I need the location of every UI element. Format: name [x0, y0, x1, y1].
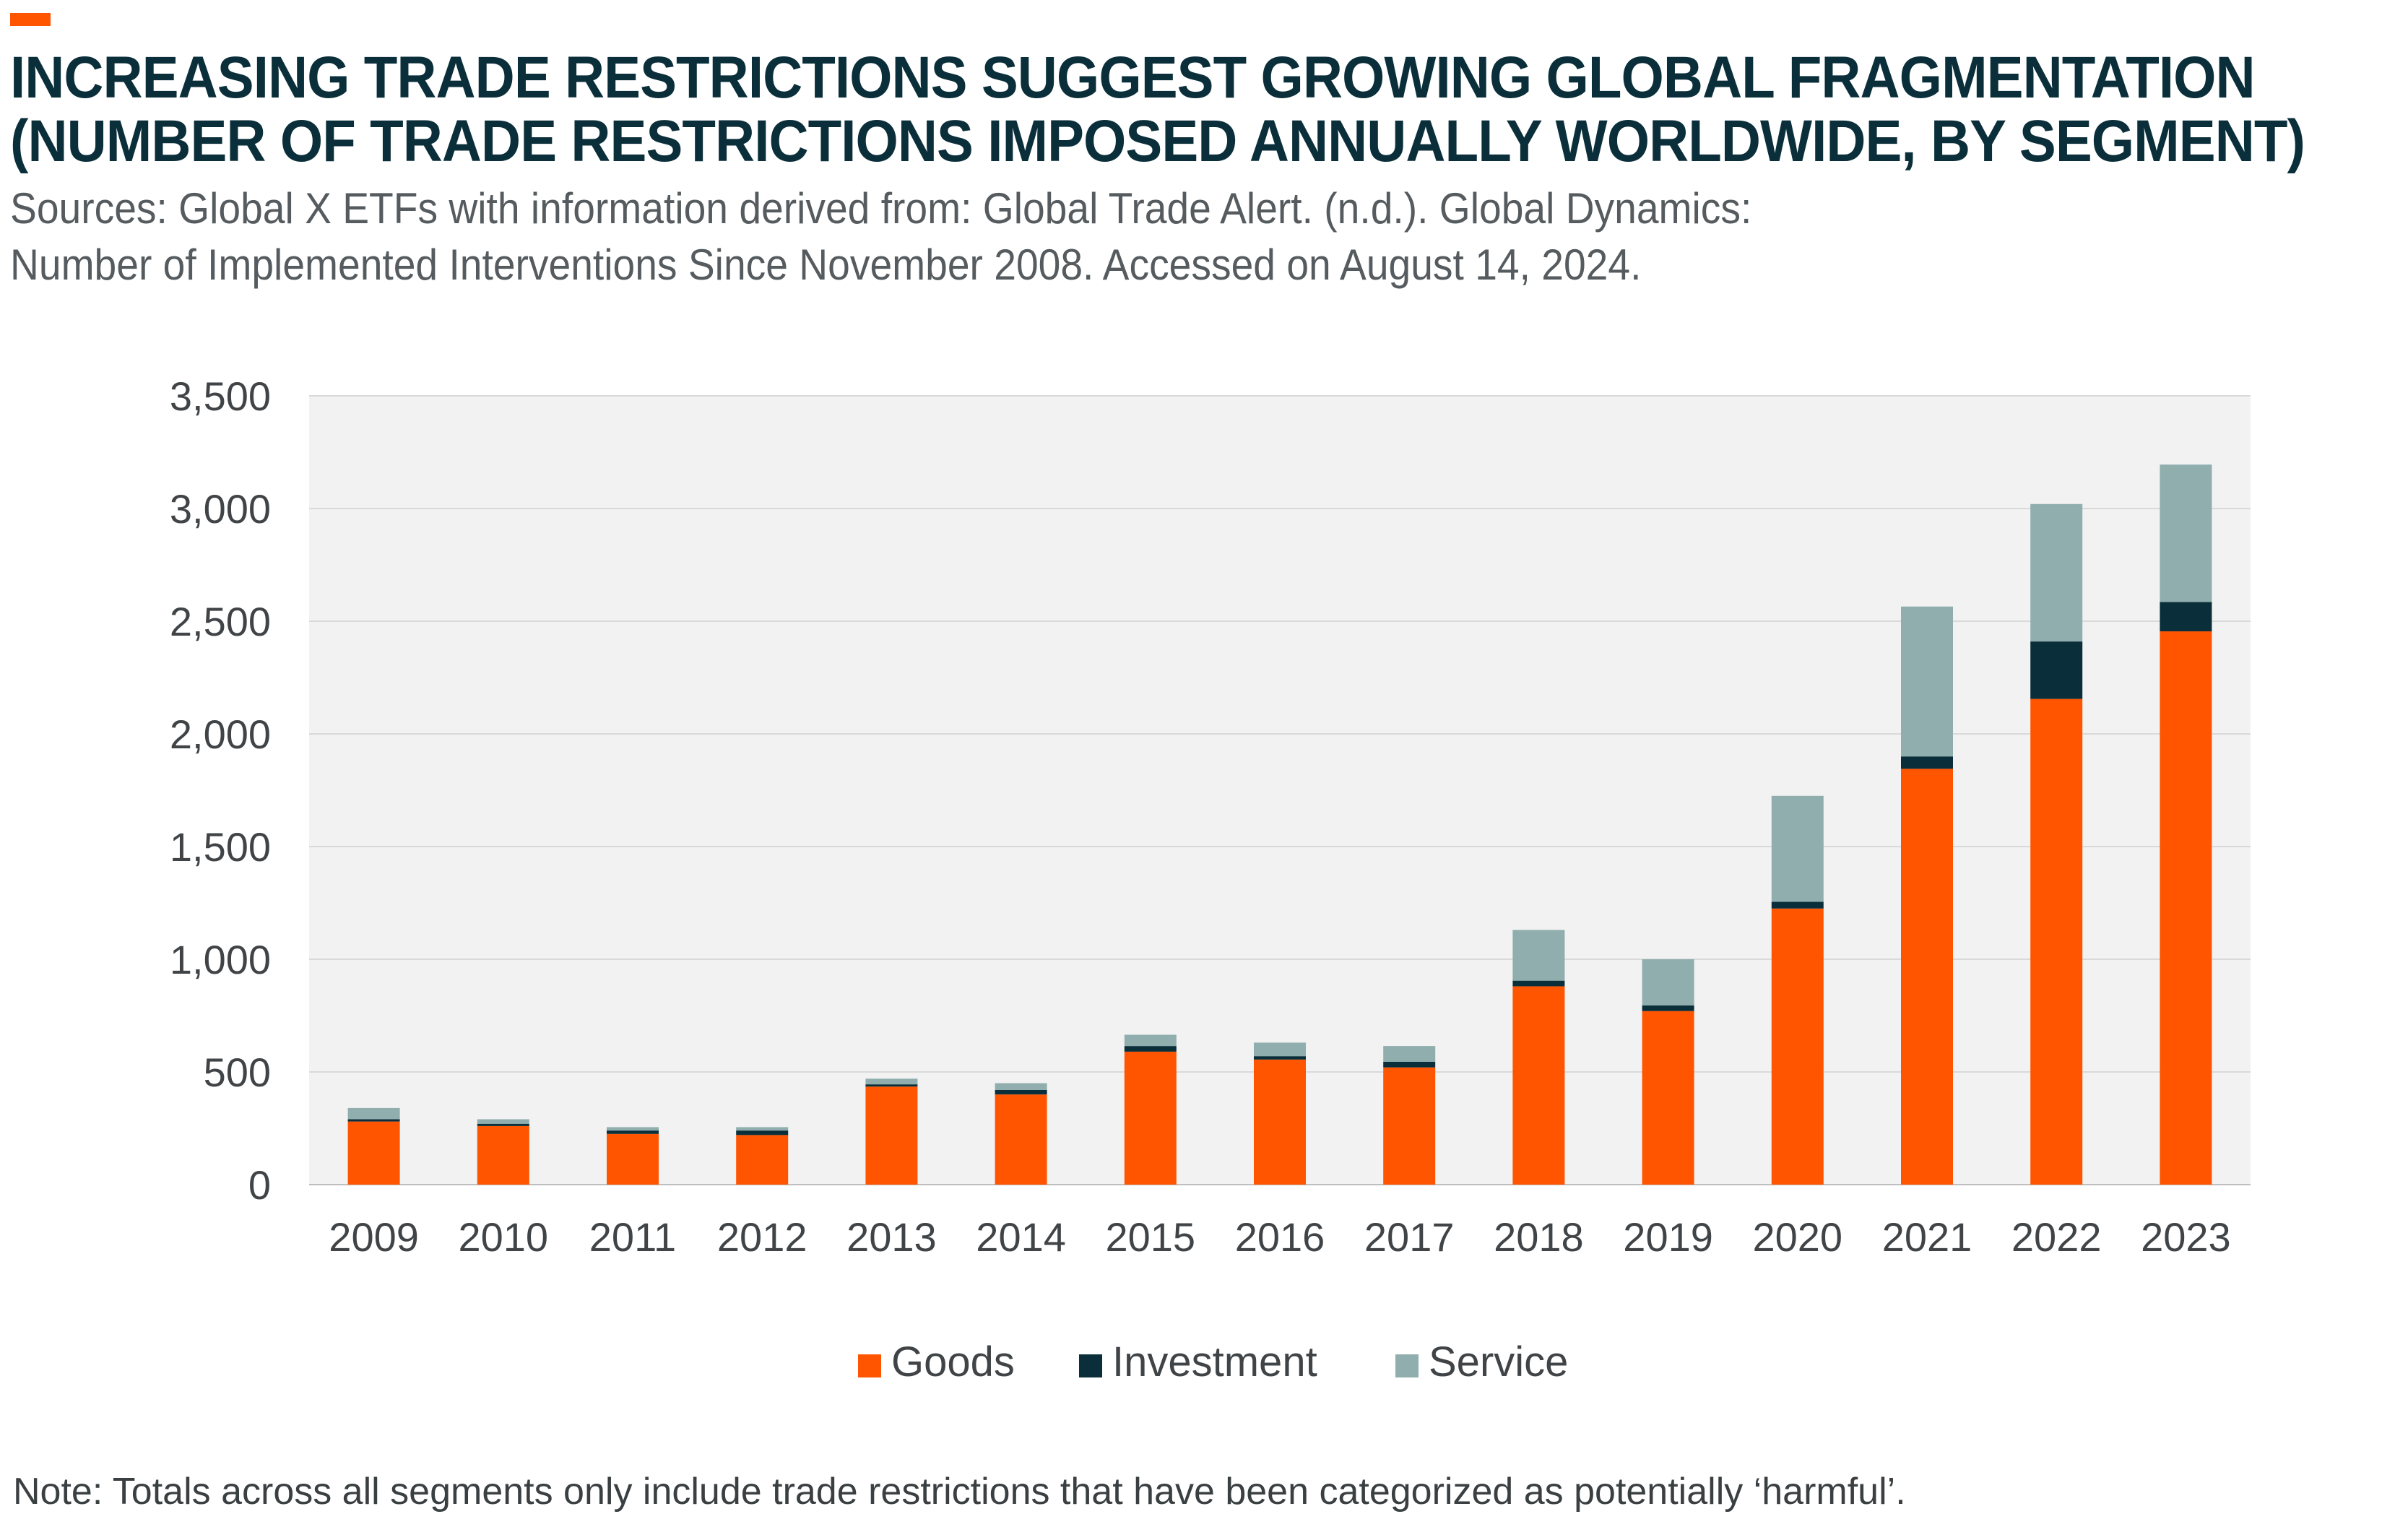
- bar-service-2013: [865, 1078, 918, 1085]
- bar-service-2014: [995, 1083, 1047, 1090]
- bar-service-2009: [347, 1107, 400, 1120]
- x-tick-label: 2017: [1364, 1214, 1455, 1260]
- x-tick-label: 2019: [1623, 1214, 1713, 1260]
- bar-investment-2014: [995, 1089, 1047, 1095]
- bar-investment-2019: [1642, 1005, 1694, 1011]
- x-tick-label: 2014: [976, 1214, 1066, 1260]
- chart-title: INCREASING TRADE RESTRICTIONS SUGGEST GR…: [10, 45, 2305, 174]
- bar-service-2020: [1771, 795, 1824, 902]
- y-tick-label: 3,500: [170, 373, 271, 419]
- chart-title-line-1: INCREASING TRADE RESTRICTIONS SUGGEST GR…: [10, 45, 2256, 111]
- x-tick-label: 2023: [2141, 1214, 2231, 1260]
- bar-investment-2015: [1124, 1046, 1177, 1052]
- bar-goods-2012: [736, 1135, 789, 1185]
- y-tick-label: 0: [248, 1162, 271, 1208]
- bar-service-2012: [736, 1127, 789, 1131]
- chart-title-line-2: (NUMBER OF TRADE RESTRICTIONS IMPOSED AN…: [10, 108, 2305, 174]
- bar-goods-2017: [1383, 1067, 1436, 1185]
- x-tick-label: 2010: [459, 1214, 549, 1260]
- legend-label-investment: Investment: [1112, 1338, 1317, 1385]
- bar-service-2015: [1124, 1034, 1177, 1047]
- sources-line-1: Sources: Global X ETFs with information …: [10, 184, 1752, 233]
- bar-goods-2010: [477, 1125, 529, 1185]
- bar-investment-2023: [2160, 602, 2212, 632]
- y-tick-label: 2,000: [170, 711, 271, 757]
- x-tick-label: 2016: [1235, 1214, 1325, 1260]
- x-tick-label: 2013: [846, 1214, 937, 1260]
- y-tick-label: 1,000: [170, 937, 271, 982]
- legend-label-service: Service: [1429, 1338, 1568, 1385]
- bar-service-2017: [1383, 1046, 1436, 1062]
- bar-goods-2020: [1771, 908, 1824, 1185]
- bar-service-2011: [607, 1127, 659, 1131]
- sources-line-2: Number of Implemented Interventions Sinc…: [10, 241, 1642, 289]
- bar-investment-2010: [477, 1123, 529, 1126]
- bar-goods-2011: [607, 1133, 659, 1185]
- bar-investment-2016: [1254, 1056, 1306, 1060]
- bar-goods-2022: [2030, 698, 2083, 1185]
- x-tick-label: 2021: [1882, 1214, 1972, 1260]
- x-tick-label: 2018: [1494, 1214, 1584, 1260]
- bar-goods-2018: [1512, 986, 1565, 1185]
- x-tick-label: 2020: [1753, 1214, 1843, 1260]
- bar-service-2010: [477, 1119, 529, 1124]
- bar-goods-2013: [865, 1086, 918, 1185]
- bar-service-2023: [2160, 464, 2212, 602]
- bar-goods-2023: [2160, 631, 2212, 1185]
- bar-investment-2013: [865, 1084, 918, 1087]
- bar-investment-2018: [1512, 980, 1565, 987]
- x-tick-label: 2022: [2011, 1214, 2102, 1260]
- bar-investment-2012: [736, 1130, 789, 1135]
- bar-investment-2009: [347, 1119, 400, 1122]
- footnote: Note: Totals across all segments only in…: [13, 1471, 1906, 1513]
- bar-goods-2014: [995, 1094, 1047, 1185]
- bar-service-2022: [2030, 503, 2083, 642]
- bar-goods-2016: [1254, 1059, 1306, 1185]
- bar-service-2019: [1642, 959, 1694, 1005]
- legend-swatch-investment: [1079, 1354, 1102, 1377]
- x-tick-label: 2011: [589, 1214, 676, 1260]
- bar-investment-2022: [2030, 641, 2083, 699]
- legend-swatch-service: [1395, 1354, 1419, 1377]
- y-tick-label: 500: [204, 1050, 271, 1095]
- bar-investment-2021: [1901, 756, 1953, 769]
- y-tick-label: 2,500: [170, 599, 271, 644]
- legend-swatch-goods: [858, 1354, 881, 1377]
- y-tick-label: 1,500: [170, 824, 271, 870]
- bar-service-2021: [1901, 606, 1953, 757]
- bar-investment-2020: [1771, 901, 1824, 909]
- chart-sources: Sources: Global X ETFs with information …: [10, 181, 2203, 293]
- legend-label-goods: Goods: [891, 1338, 1015, 1385]
- bar-goods-2019: [1642, 1011, 1694, 1185]
- x-tick-label: 2015: [1106, 1214, 1196, 1260]
- accent-bar: [10, 13, 51, 26]
- x-tick-label: 2009: [329, 1214, 419, 1260]
- x-tick-label: 2012: [717, 1214, 807, 1260]
- bar-goods-2009: [347, 1121, 400, 1185]
- bar-service-2018: [1512, 930, 1565, 981]
- bar-goods-2021: [1901, 769, 1953, 1185]
- bar-investment-2011: [607, 1130, 659, 1134]
- y-tick-label: 3,000: [170, 486, 271, 532]
- bar-goods-2015: [1124, 1051, 1177, 1185]
- bar-service-2016: [1254, 1042, 1306, 1057]
- bar-investment-2017: [1383, 1061, 1436, 1068]
